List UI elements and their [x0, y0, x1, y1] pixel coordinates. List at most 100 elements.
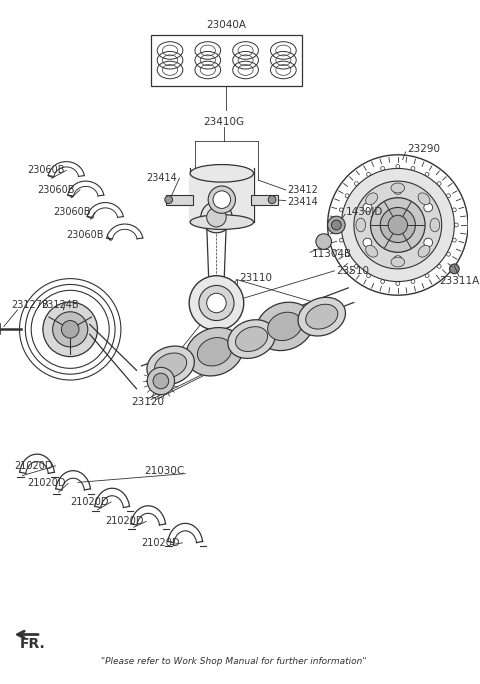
Text: 23510: 23510: [336, 266, 370, 276]
Bar: [190, 173, 253, 222]
Circle shape: [147, 367, 175, 395]
Text: 21020D: 21020D: [105, 516, 144, 527]
Circle shape: [207, 293, 226, 313]
Text: 21020D: 21020D: [27, 478, 66, 488]
Circle shape: [345, 252, 349, 256]
Text: FR.: FR.: [20, 637, 45, 651]
Text: 23311A: 23311A: [439, 276, 480, 286]
Ellipse shape: [190, 215, 253, 229]
Circle shape: [437, 265, 441, 268]
Circle shape: [446, 252, 450, 256]
Ellipse shape: [391, 183, 405, 193]
Circle shape: [446, 194, 450, 198]
Ellipse shape: [236, 327, 268, 352]
Circle shape: [316, 234, 332, 250]
Text: 23060B: 23060B: [54, 207, 91, 218]
Circle shape: [452, 208, 456, 212]
Text: 23060B: 23060B: [27, 166, 65, 175]
Bar: [151, 35, 302, 86]
Circle shape: [328, 216, 345, 234]
Circle shape: [363, 238, 372, 247]
Circle shape: [332, 220, 341, 230]
Circle shape: [425, 172, 429, 176]
Ellipse shape: [228, 319, 275, 358]
Ellipse shape: [306, 304, 338, 329]
Text: 23127B: 23127B: [12, 300, 49, 310]
Text: 21020D: 21020D: [14, 461, 53, 471]
Circle shape: [53, 312, 88, 347]
Circle shape: [367, 172, 371, 176]
Circle shape: [208, 186, 236, 213]
Bar: [251, 195, 278, 205]
Circle shape: [411, 280, 415, 283]
Text: 23060B: 23060B: [37, 185, 74, 195]
Circle shape: [424, 238, 432, 247]
Circle shape: [449, 264, 459, 274]
Ellipse shape: [366, 246, 378, 257]
Circle shape: [396, 165, 400, 168]
Ellipse shape: [366, 193, 378, 205]
Circle shape: [43, 302, 97, 356]
Text: 23414: 23414: [288, 196, 318, 207]
Ellipse shape: [256, 302, 313, 351]
Ellipse shape: [356, 218, 366, 232]
Circle shape: [367, 274, 371, 278]
Circle shape: [381, 166, 384, 170]
Circle shape: [337, 223, 341, 227]
Ellipse shape: [298, 298, 346, 336]
Circle shape: [380, 207, 415, 243]
Ellipse shape: [391, 257, 405, 267]
Circle shape: [61, 321, 79, 338]
Bar: [166, 195, 193, 205]
Text: 23412: 23412: [288, 185, 319, 195]
Text: 23120: 23120: [132, 397, 165, 408]
Ellipse shape: [186, 328, 243, 376]
Circle shape: [355, 265, 359, 268]
Ellipse shape: [190, 165, 253, 182]
Circle shape: [213, 191, 230, 209]
Circle shape: [355, 182, 359, 185]
Circle shape: [201, 202, 232, 233]
Circle shape: [363, 203, 372, 212]
Circle shape: [381, 280, 384, 283]
Ellipse shape: [147, 346, 194, 385]
Circle shape: [339, 208, 343, 212]
Text: 23290: 23290: [408, 144, 441, 154]
Circle shape: [455, 223, 458, 227]
Circle shape: [371, 198, 425, 252]
Text: 23513: 23513: [234, 339, 267, 349]
Circle shape: [437, 182, 441, 185]
Ellipse shape: [418, 246, 430, 257]
Circle shape: [153, 373, 168, 389]
Ellipse shape: [267, 312, 302, 341]
Circle shape: [189, 276, 244, 330]
Circle shape: [165, 196, 173, 204]
Text: 1430JD: 1430JD: [346, 207, 384, 218]
Ellipse shape: [197, 338, 232, 366]
Circle shape: [345, 194, 349, 198]
Text: 23040A: 23040A: [207, 20, 247, 30]
Circle shape: [268, 196, 276, 204]
Ellipse shape: [155, 353, 187, 378]
Text: "Please refer to Work Shop Manual for further information": "Please refer to Work Shop Manual for fu…: [101, 657, 367, 666]
Text: 11304B: 11304B: [312, 249, 352, 259]
Circle shape: [341, 168, 455, 282]
Circle shape: [394, 185, 402, 194]
Text: 23124B: 23124B: [41, 300, 79, 310]
Text: 23110: 23110: [239, 273, 272, 282]
Circle shape: [388, 215, 408, 235]
Ellipse shape: [418, 193, 430, 205]
Circle shape: [199, 285, 234, 321]
Circle shape: [424, 203, 432, 212]
Circle shape: [411, 166, 415, 170]
Circle shape: [339, 238, 343, 242]
Circle shape: [452, 238, 456, 242]
Text: 21030C: 21030C: [144, 466, 184, 475]
Circle shape: [394, 256, 402, 265]
Circle shape: [207, 207, 226, 227]
Text: 21020D: 21020D: [142, 538, 180, 548]
Ellipse shape: [430, 218, 440, 232]
Text: 23414: 23414: [147, 173, 178, 183]
Text: 23410G: 23410G: [204, 117, 245, 127]
Circle shape: [396, 282, 400, 285]
